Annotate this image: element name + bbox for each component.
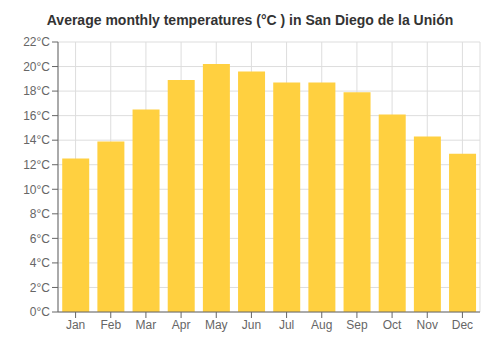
svg-text:14°C: 14°C — [23, 133, 50, 147]
svg-text:Jan: Jan — [66, 318, 85, 332]
svg-text:10°C: 10°C — [23, 183, 50, 197]
svg-text:16°C: 16°C — [23, 109, 50, 123]
svg-text:Feb: Feb — [100, 318, 121, 332]
html-text:Average monthly temperatures (: Average monthly temperatures (°C ) in Sa… — [46, 12, 454, 28]
svg-text:22°C: 22°C — [23, 35, 50, 49]
svg-text:May: May — [205, 318, 228, 332]
svg-text:4°C: 4°C — [30, 256, 50, 270]
svg-text:Nov: Nov — [417, 318, 438, 332]
svg-text:0°C: 0°C — [30, 305, 50, 319]
svg-text:8°C: 8°C — [30, 207, 50, 221]
svg-text:20°C: 20°C — [23, 60, 50, 74]
svg-text:6°C: 6°C — [30, 232, 50, 246]
svg-text:18°C: 18°C — [23, 84, 50, 98]
svg-text:Oct: Oct — [383, 318, 402, 332]
svg-text:2°C: 2°C — [30, 281, 50, 295]
svg-text:Sep: Sep — [346, 318, 368, 332]
svg-text:Jul: Jul — [279, 318, 294, 332]
svg-text:Aug: Aug — [311, 318, 332, 332]
svg-text:Dec: Dec — [452, 318, 473, 332]
svg-text:12°C: 12°C — [23, 158, 50, 172]
svg-text:Mar: Mar — [136, 318, 157, 332]
svg-text:Apr: Apr — [172, 318, 191, 332]
svg-text:Jun: Jun — [242, 318, 261, 332]
